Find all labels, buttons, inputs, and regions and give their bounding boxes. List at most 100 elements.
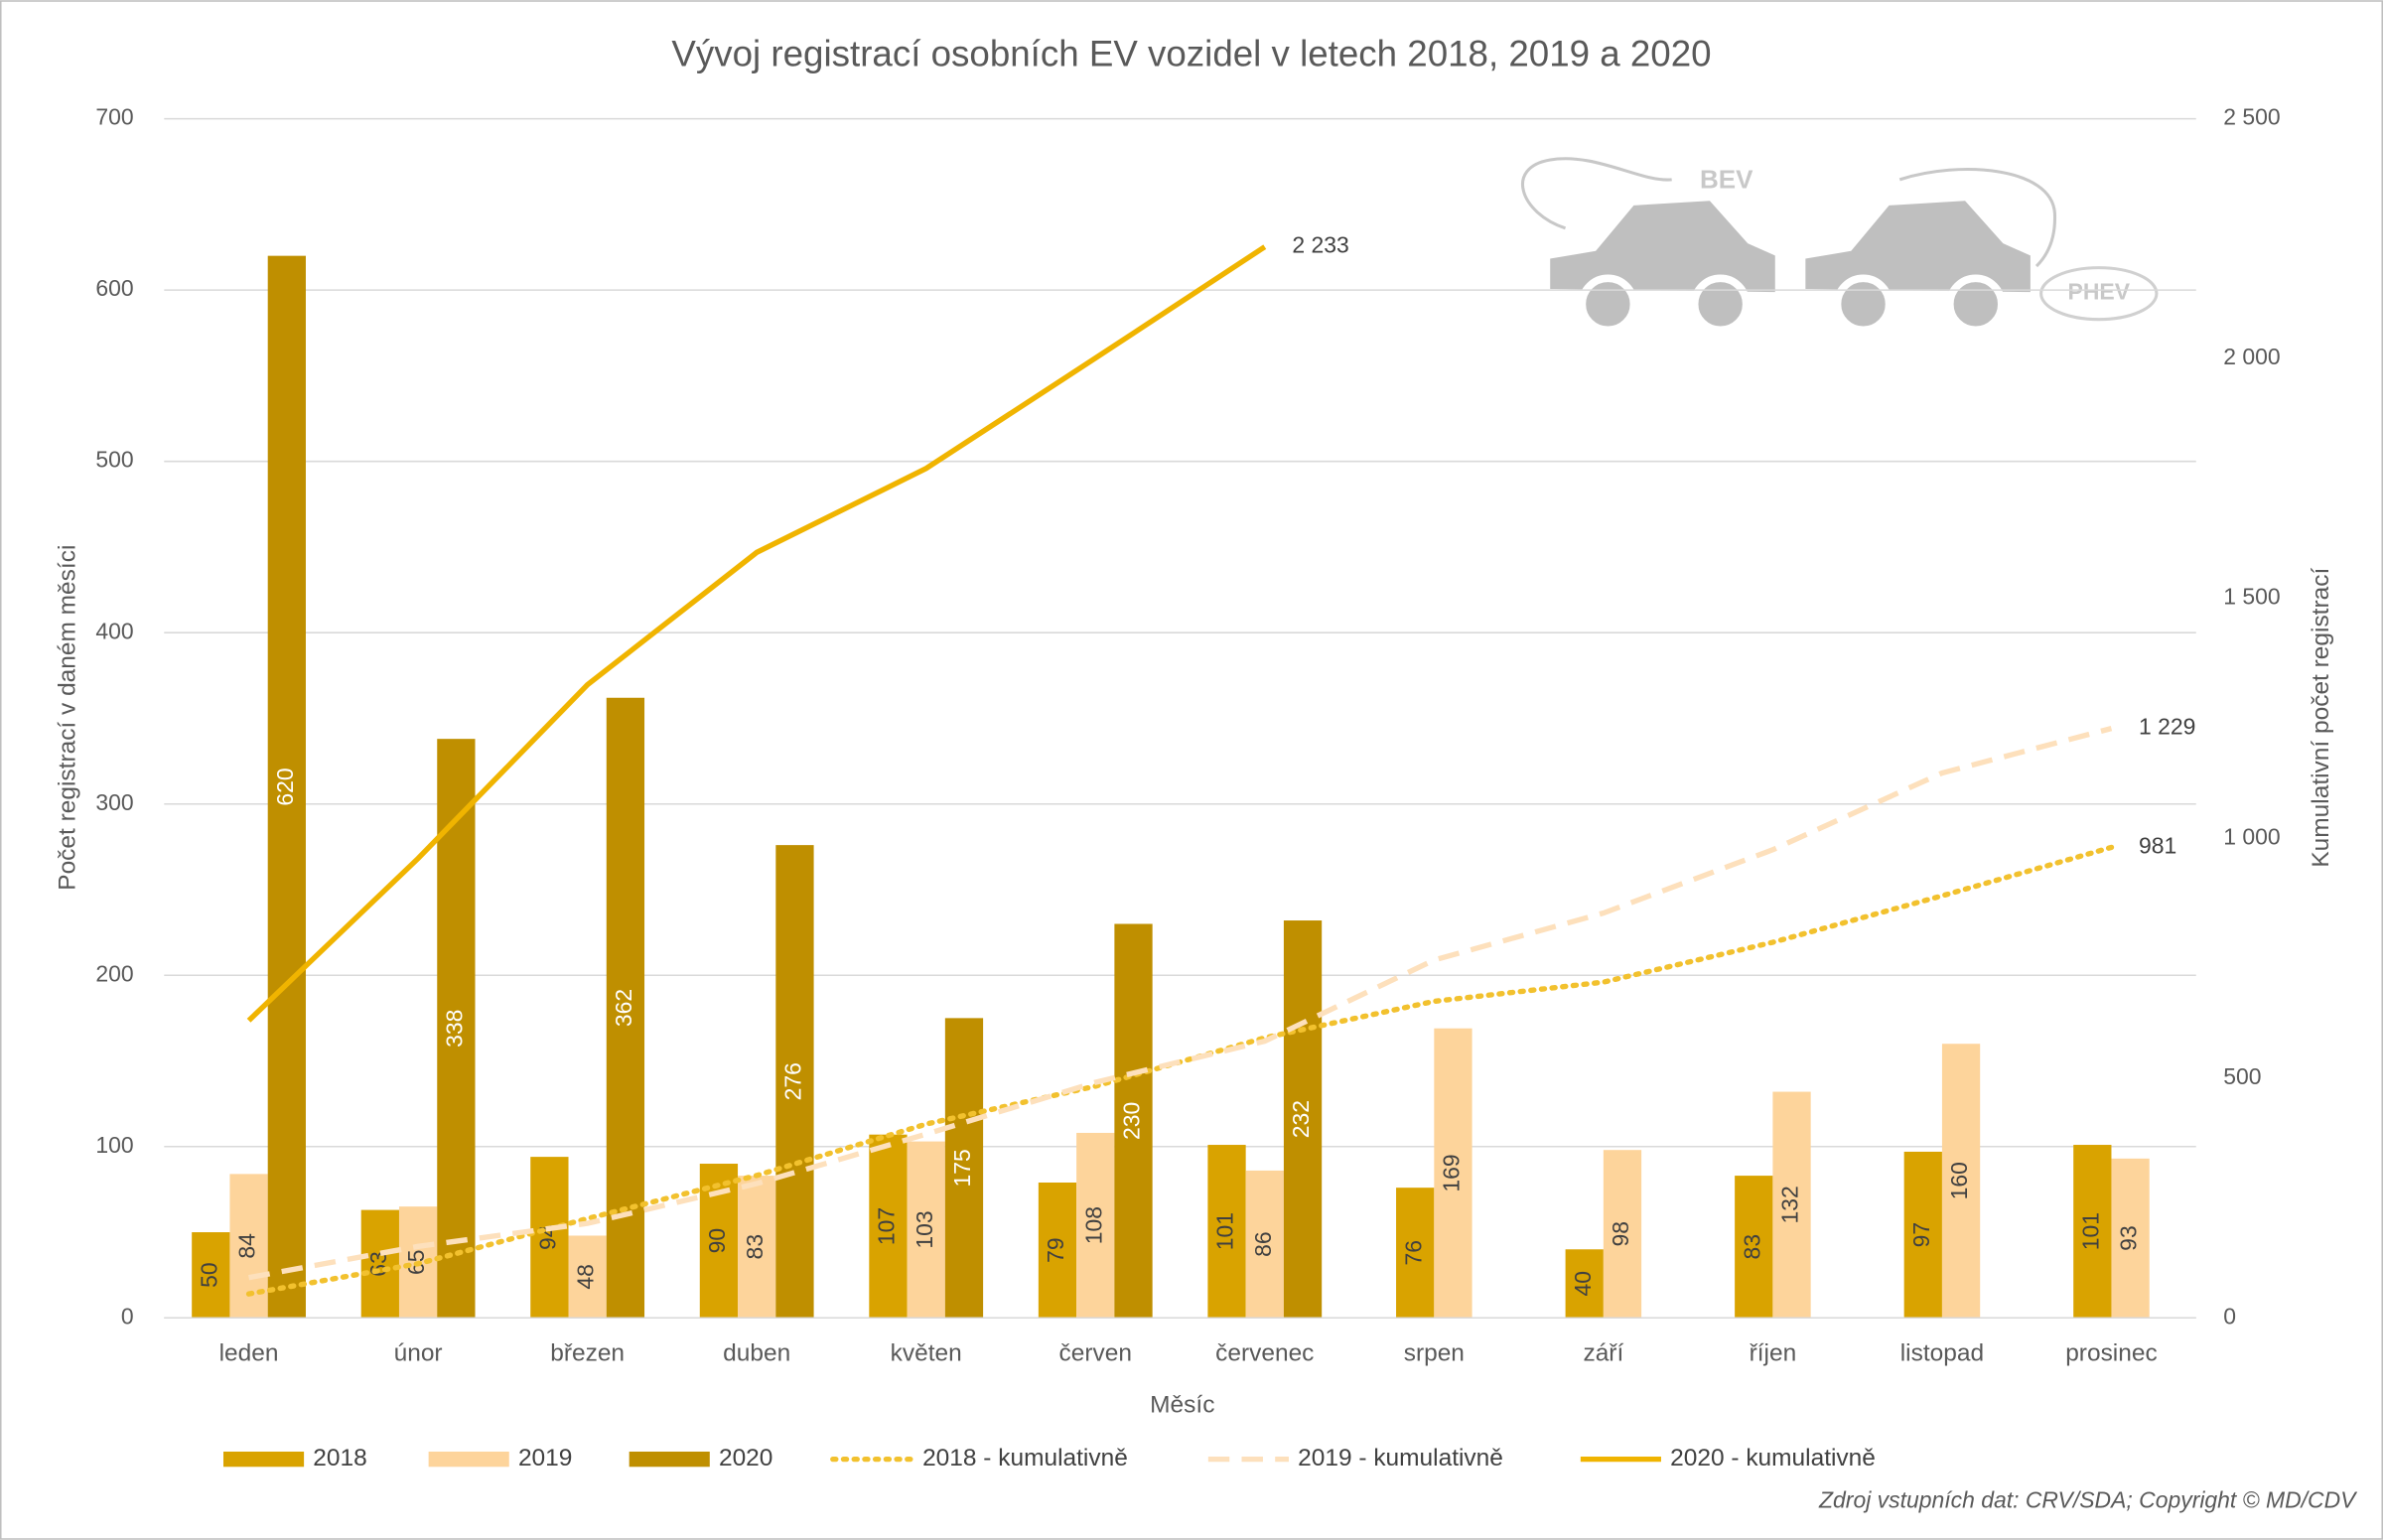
x-tick-label: prosinec — [2065, 1339, 2158, 1366]
y2-tick-label: 0 — [2223, 1303, 2236, 1329]
bar-value-label: 93 — [2116, 1225, 2142, 1251]
bar — [869, 1134, 908, 1319]
bar — [2073, 1145, 2112, 1319]
bar — [1245, 1170, 1284, 1319]
bar-value-label: 101 — [2077, 1212, 2103, 1250]
bar-value-label: 230 — [1119, 1102, 1145, 1140]
bar-value-label: 83 — [1739, 1234, 1764, 1260]
y2-axis-title: Kumulativní počet registrací — [2308, 568, 2334, 868]
source-note: Zdroj vstupních dat: CRV/SDA; Copyright … — [1818, 1487, 2358, 1513]
x-tick-label: červen — [1059, 1339, 1132, 1366]
legend-label: 2020 - kumulativně — [1670, 1445, 1876, 1471]
wheel — [1578, 274, 1638, 335]
line-value-label: 1 229 — [2139, 714, 2195, 740]
bar — [775, 845, 814, 1319]
cable — [1520, 157, 1672, 230]
bar — [1076, 1132, 1115, 1319]
x-axis-title: Měsíc — [1150, 1392, 1214, 1419]
line-value-label: 2 233 — [1292, 232, 1348, 258]
x-tick-label: únor — [394, 1339, 443, 1366]
x-tick-label: září — [1583, 1339, 1623, 1366]
bar-value-label: 76 — [1400, 1240, 1426, 1266]
bar-value-label: 232 — [1288, 1100, 1314, 1138]
legend-swatch — [223, 1451, 305, 1468]
y-tick-label: 600 — [95, 275, 133, 301]
ev-icon: BEV PHEV — [1520, 157, 2159, 335]
y-tick-label: 100 — [95, 1132, 133, 1158]
cable — [1898, 168, 2056, 268]
bar-value-label: 108 — [1080, 1206, 1106, 1244]
bar-value-label: 79 — [1043, 1237, 1068, 1263]
wheel — [1690, 274, 1751, 335]
bar — [1283, 920, 1323, 1319]
bar-value-label: 362 — [611, 989, 636, 1027]
x-tick-label: květen — [891, 1339, 962, 1366]
x-tick-label: březen — [550, 1339, 625, 1366]
bar-value-label: 103 — [911, 1210, 937, 1248]
x-tick-label: srpen — [1404, 1339, 1465, 1366]
annotation: PHEV — [2068, 279, 2131, 305]
bar — [1114, 923, 1153, 1319]
bar — [2111, 1158, 2150, 1319]
bar-value-label: 169 — [1439, 1154, 1465, 1191]
bar — [1903, 1151, 1942, 1319]
bar — [1735, 1176, 1773, 1319]
bar-value-label: 84 — [234, 1233, 260, 1259]
cumulative-line — [248, 726, 2113, 1281]
legend-label: 2020 — [719, 1445, 772, 1471]
y-tick-label: 0 — [121, 1303, 134, 1329]
bar-value-label: 620 — [272, 768, 298, 805]
bar-value-label: 175 — [949, 1149, 975, 1187]
bar-value-label: 48 — [573, 1264, 599, 1290]
bar — [1207, 1145, 1246, 1319]
y2-tick-label: 2 500 — [2223, 104, 2280, 130]
bar — [1772, 1091, 1811, 1319]
bar-value-label: 107 — [874, 1207, 900, 1245]
x-tick-label: říjen — [1750, 1339, 1797, 1366]
bar-value-label: 132 — [1777, 1186, 1803, 1223]
legend-label: 2019 — [518, 1445, 572, 1471]
bar — [192, 1232, 230, 1319]
bar — [1565, 1249, 1604, 1319]
bar — [1038, 1182, 1077, 1319]
bar — [1396, 1188, 1435, 1319]
bar — [944, 1018, 984, 1319]
bar-value-label: 160 — [1946, 1162, 1972, 1199]
x-tick-label: červenec — [1215, 1339, 1314, 1366]
cloud — [2039, 266, 2159, 322]
x-tick-label: leden — [219, 1339, 279, 1366]
car-phev — [1805, 201, 2031, 293]
bar-value-label: 50 — [196, 1262, 221, 1288]
cumulative-line — [246, 244, 1267, 1023]
bar — [738, 1176, 776, 1319]
bar — [1434, 1028, 1472, 1319]
bar-value-label: 90 — [704, 1228, 730, 1254]
x-tick-label: duben — [723, 1339, 790, 1366]
wheel — [1833, 274, 1893, 335]
bar-value-label: 338 — [441, 1010, 467, 1048]
legend-label: 2019 - kumulativně — [1298, 1445, 1503, 1471]
bar — [267, 255, 306, 1319]
bar-value-label: 97 — [1908, 1222, 1934, 1248]
y2-tick-label: 2 000 — [2223, 344, 2280, 369]
bar — [1941, 1044, 1981, 1319]
bar — [360, 1209, 399, 1319]
bar-value-label: 101 — [1212, 1212, 1238, 1250]
bar — [530, 1157, 569, 1319]
y-tick-label: 500 — [95, 447, 133, 473]
wheel — [1945, 274, 2006, 335]
y2-tick-label: 1 000 — [2223, 823, 2280, 849]
bar-value-label: 98 — [1608, 1221, 1633, 1247]
bar-value-label: 40 — [1570, 1271, 1596, 1297]
y-axis-title: Počet registrací v daném měsíci — [54, 545, 80, 891]
bar — [907, 1141, 945, 1319]
y2-tick-label: 1 500 — [2223, 584, 2280, 610]
y-tick-label: 700 — [95, 104, 133, 130]
legend-swatch — [629, 1451, 710, 1468]
bar-value-label: 83 — [742, 1234, 768, 1260]
x-tick-label: listopad — [1900, 1339, 1984, 1366]
car-bev — [1550, 201, 1775, 293]
